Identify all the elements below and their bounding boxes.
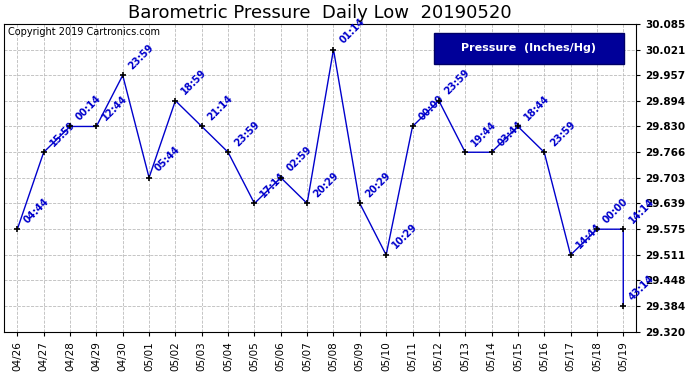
Text: 23:59: 23:59 [443, 68, 472, 96]
Text: Pressure  (Inches/Hg): Pressure (Inches/Hg) [462, 44, 596, 53]
Text: 12:44: 12:44 [101, 93, 130, 122]
Text: 00:14: 00:14 [75, 93, 104, 122]
Text: 15:59: 15:59 [48, 119, 77, 148]
Text: 01:14: 01:14 [337, 16, 366, 45]
Text: Copyright 2019 Cartronics.com: Copyright 2019 Cartronics.com [8, 27, 159, 38]
Text: 00:00: 00:00 [601, 196, 630, 225]
Text: 14:14: 14:14 [627, 196, 656, 225]
Text: 14:44: 14:44 [575, 222, 604, 251]
Text: 02:59: 02:59 [285, 144, 314, 174]
Text: 10:29: 10:29 [391, 222, 420, 251]
Text: 00:00: 00:00 [417, 93, 446, 122]
Text: 17:14: 17:14 [259, 170, 288, 199]
Text: 05:44: 05:44 [153, 144, 182, 174]
Text: 04:44: 04:44 [21, 196, 50, 225]
Text: 18:44: 18:44 [522, 93, 551, 122]
Title: Barometric Pressure  Daily Low  20190520: Barometric Pressure Daily Low 20190520 [128, 4, 512, 22]
Text: 19:44: 19:44 [469, 119, 498, 148]
Text: 21:14: 21:14 [206, 93, 235, 122]
Text: 23:59: 23:59 [127, 42, 156, 71]
Text: 23:59: 23:59 [233, 119, 262, 148]
Text: 23:59: 23:59 [549, 119, 578, 148]
Text: 20:29: 20:29 [311, 170, 340, 199]
Text: 43:14: 43:14 [627, 273, 656, 302]
Text: 18:59: 18:59 [179, 68, 208, 96]
Text: 20:29: 20:29 [364, 170, 393, 199]
Text: 03:44: 03:44 [495, 119, 524, 148]
